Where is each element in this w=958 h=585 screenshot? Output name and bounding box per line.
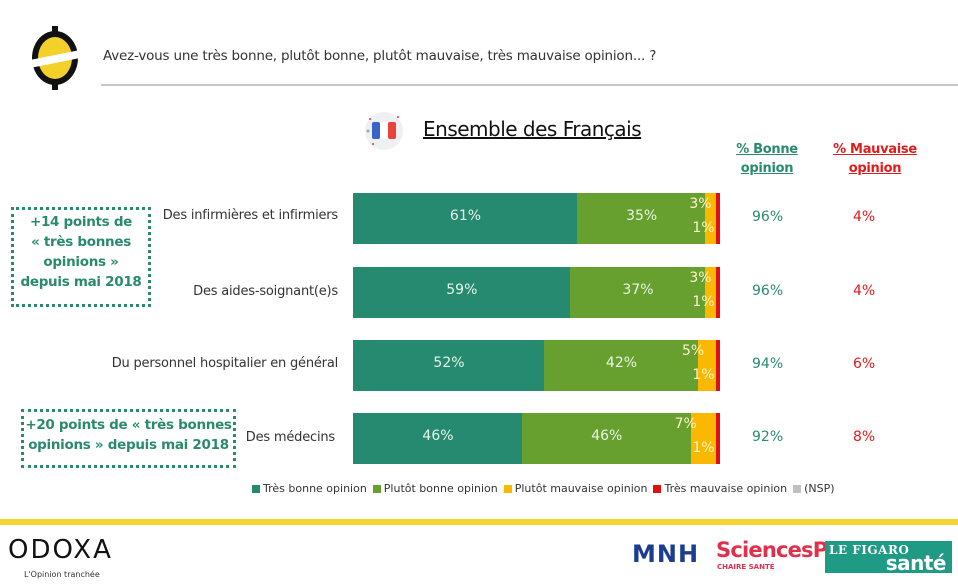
- mnh-logo: MNH: [632, 540, 700, 568]
- bar-segment: [353, 193, 577, 244]
- bar-segment: [353, 413, 522, 464]
- data-label: 42%: [605, 355, 638, 371]
- data-label: 46%: [591, 428, 623, 444]
- figaro-logo-top: LE FIGARO: [829, 543, 910, 557]
- callout-line: opinions » depuis mai 2018: [28, 437, 229, 453]
- bar-segment: [690, 413, 717, 464]
- data-label: 61%: [449, 208, 482, 224]
- bar-segment: [716, 193, 720, 244]
- bar-segment: [521, 413, 691, 464]
- odoxa-tagline: L'Opinion tranchée: [24, 570, 100, 579]
- bar-segment: [705, 193, 717, 244]
- bad-opinion-value: 4%: [853, 283, 876, 299]
- bar-row: 46% 46% 7% 1%: [353, 413, 720, 464]
- good-opinion-header-line2: opinion: [740, 161, 794, 176]
- legend-swatch: [372, 484, 381, 493]
- legend-item: Très mauvaise opinion: [653, 482, 787, 495]
- bar-row: 52% 42% 5% 1%: [353, 340, 720, 391]
- bar-segment: [716, 340, 720, 391]
- legend-item: Plutôt bonne opinion: [372, 482, 498, 495]
- odoxa-logo-icon: [30, 26, 80, 90]
- bar-segment: [716, 413, 720, 464]
- bar-segment: [353, 267, 570, 318]
- good-opinion-value: 92%: [752, 429, 784, 445]
- callout-line: +20 points de « très bonnes: [25, 417, 232, 433]
- header-divider: [101, 84, 958, 86]
- bar-segment: [569, 267, 706, 318]
- good-opinion-value: 96%: [752, 283, 784, 299]
- callout-line: opinions »: [43, 254, 119, 270]
- figaro-sante-logo: LE FIGARO santé: [825, 541, 952, 575]
- data-label: 46%: [422, 428, 454, 444]
- good-opinion-value: 96%: [752, 209, 784, 225]
- good-opinion-value: 94%: [752, 356, 784, 372]
- survey-question: Avez-vous une très bonne, plutôt bonne, …: [103, 48, 657, 64]
- legend-label: Plutôt mauvaise opinion: [514, 482, 648, 495]
- legend-item: (NSP): [793, 482, 835, 495]
- bar-segment: [543, 340, 698, 391]
- legend-label: (NSP): [804, 482, 835, 495]
- footer-divider: [0, 519, 958, 525]
- data-label: 5%: [681, 343, 705, 359]
- bar-row: 59% 37% 3% 1%: [353, 267, 720, 318]
- bad-opinion-header-line2: opinion: [848, 161, 902, 176]
- data-label: 52%: [433, 355, 465, 371]
- bar-segment: [576, 193, 706, 244]
- bad-opinion-header-line1: % Mauvaise: [833, 142, 917, 157]
- data-label: 35%: [626, 208, 658, 224]
- legend-label: Très mauvaise opinion: [664, 482, 788, 495]
- legend-label: Plutôt bonne opinion: [383, 482, 498, 495]
- data-label: 3%: [689, 270, 712, 286]
- legend-item: Très bonne opinion: [252, 482, 367, 495]
- data-label: 37%: [622, 282, 654, 298]
- data-label: 59%: [446, 282, 478, 298]
- data-label: 1%: [692, 440, 715, 456]
- sciencespo-logo: SciencesPo: [716, 538, 842, 562]
- data-label: 1%: [692, 294, 715, 310]
- bar-segment: [716, 267, 720, 318]
- legend-item: Plutôt mauvaise opinion: [503, 482, 648, 495]
- legend-swatch: [252, 484, 260, 493]
- france-flag-icon: [365, 112, 403, 150]
- category-label: Des médecins: [245, 430, 335, 445]
- callout-doctors: +20 points de « très bonnes opinions » d…: [21, 409, 236, 468]
- good-opinion-header: % Bonne opinion: [727, 140, 807, 178]
- chart-title: Ensemble des Français: [423, 117, 642, 141]
- bad-opinion-value: 8%: [853, 429, 876, 445]
- bar-segment: [705, 267, 717, 318]
- chart-legend: Très bonne opinion Plutôt bonne opinion Pl…: [252, 482, 835, 495]
- bar-row: 61% 35% 3% 1%: [353, 193, 720, 244]
- sciencespo-subtitle: CHAIRE SANTÉ: [717, 563, 775, 571]
- data-label: 3%: [689, 196, 712, 212]
- legend-swatch: [653, 484, 662, 493]
- data-label: 1%: [692, 220, 715, 236]
- data-label: 7%: [674, 416, 697, 432]
- legend-swatch: [793, 484, 802, 493]
- bad-opinion-header: % Mauvaise opinion: [815, 140, 935, 178]
- callout-line: +14 points de: [29, 214, 133, 230]
- category-label: Des infirmières et infirmiers: [162, 208, 338, 223]
- bar-segment: [697, 340, 717, 391]
- callout-nurses: +14 points de « très bonnes opinions » d…: [11, 207, 151, 307]
- bad-opinion-value: 6%: [853, 356, 876, 372]
- category-label: Du personnel hospitalier en général: [111, 356, 338, 371]
- odoxa-brand-logo: ODOXA: [8, 535, 113, 565]
- bad-opinion-value: 4%: [853, 209, 876, 225]
- data-label: 1%: [692, 367, 715, 383]
- callout-line: « très bonnes: [31, 234, 131, 250]
- category-label: Des aides-soignant(e)s: [193, 284, 338, 299]
- callout-line: depuis mai 2018: [20, 274, 142, 290]
- legend-swatch: [503, 484, 512, 493]
- figaro-logo-bottom: santé: [885, 551, 947, 575]
- good-opinion-header-line1: % Bonne: [736, 142, 798, 157]
- bar-segment: [353, 340, 544, 391]
- legend-label: Très bonne opinion: [263, 482, 367, 495]
